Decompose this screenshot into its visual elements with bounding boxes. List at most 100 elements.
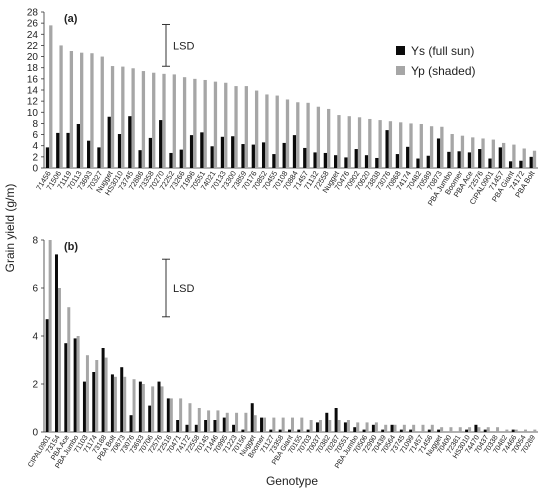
y-tick-label-a-3: 6: [32, 130, 38, 141]
bar-ys-b-45: [465, 429, 469, 432]
bar-yp-b-0: [48, 240, 52, 432]
bar-yp-b-29: [318, 420, 322, 432]
bar-ys-a-18: [231, 136, 235, 168]
bar-yp-b-34: [365, 422, 369, 432]
bar-ys-b-31: [334, 408, 338, 432]
bar-ys-a-36: [416, 158, 420, 168]
bar-yp-b-24: [272, 417, 276, 432]
y-tick-label-a-8: 16: [27, 74, 39, 85]
y-tick-label-a-7: 14: [27, 86, 39, 97]
bar-ys-a-3: [76, 123, 81, 168]
y-tick-label-a-1: 2: [32, 152, 38, 163]
bar-ys-a-37: [426, 155, 430, 168]
bar-yp-b-10: [141, 384, 145, 432]
bar-ys-a-31: [364, 155, 369, 168]
bar-yp-a-43: [491, 139, 495, 168]
bar-ys-a-46: [519, 160, 523, 168]
bar-yp-a-18: [234, 86, 238, 168]
bar-ys-a-40: [457, 151, 461, 168]
bar-ys-b-6: [101, 348, 105, 432]
bar-yp-b-25: [281, 417, 285, 432]
bar-yp-b-3: [76, 336, 80, 432]
bar-ys-b-3: [73, 338, 77, 432]
bar-yp-a-25: [306, 102, 310, 168]
bar-yp-a-47: [532, 150, 537, 168]
bar-yp-a-19: [244, 86, 248, 168]
bar-ys-a-22: [272, 154, 276, 168]
y-tick-label-a-10: 20: [27, 52, 39, 63]
bar-ys-b-25: [278, 429, 282, 432]
bar-yp-a-13: [182, 77, 187, 168]
bar-yp-a-27: [327, 108, 331, 168]
bar-ys-a-29: [344, 157, 348, 168]
bar-yp-a-14: [193, 78, 197, 168]
y-tick-label-b-2: 4: [32, 332, 38, 343]
bar-ys-a-17: [220, 136, 225, 168]
bar-ys-b-16: [194, 424, 198, 432]
bar-yp-a-20: [254, 90, 259, 168]
bar-yp-a-36: [419, 123, 423, 168]
legend-swatch-yp: [396, 66, 405, 75]
bar-yp-a-30: [357, 117, 362, 168]
bar-yp-a-8: [131, 68, 135, 168]
bar-ys-b-9: [129, 415, 133, 432]
y-tick-label-a-14: 28: [27, 8, 39, 19]
bar-ys-a-25: [303, 147, 307, 168]
bar-ys-b-17: [204, 420, 208, 432]
bar-yp-a-34: [399, 122, 403, 168]
y-tick-label-a-6: 12: [27, 97, 39, 108]
bar-yp-b-37: [393, 424, 397, 432]
bar-ys-a-30: [354, 149, 358, 168]
bar-ys-a-13: [179, 149, 183, 168]
bar-yp-b-46: [477, 427, 481, 432]
bar-yp-b-2: [67, 307, 71, 432]
bar-ys-b-34: [362, 429, 366, 432]
legend-label-yp: Yp (shaded): [411, 64, 475, 78]
bar-ys-b-18: [213, 420, 217, 432]
bar-yp-a-22: [275, 95, 279, 168]
lsd-label-b: LSD: [173, 283, 194, 295]
bar-ys-a-44: [498, 147, 502, 168]
bar-yp-a-40: [460, 135, 465, 168]
bar-yp-a-17: [224, 82, 228, 168]
bar-ys-b-42: [437, 429, 441, 432]
legend-swatch-ys: [396, 46, 405, 55]
bar-yp-b-5: [95, 360, 99, 432]
bar-yp-b-7: [113, 376, 117, 432]
bar-yp-a-2: [69, 51, 74, 168]
bar-ys-b-33: [353, 427, 357, 432]
bar-yp-a-29: [347, 116, 351, 168]
bar-yp-b-35: [374, 422, 378, 432]
y-tick-label-b-1: 2: [32, 380, 38, 391]
bar-yp-a-41: [471, 137, 475, 168]
bar-ys-a-28: [334, 155, 338, 168]
bar-yp-b-9: [132, 379, 136, 432]
bar-ys-b-24: [269, 429, 273, 432]
bar-yp-b-49: [505, 429, 509, 432]
bar-ys-a-20: [251, 144, 255, 168]
bar-ys-b-12: [157, 381, 161, 432]
bar-yp-b-12: [160, 386, 164, 432]
bar-yp-b-1: [57, 288, 61, 432]
bar-yp-b-52: [533, 429, 537, 432]
bar-yp-b-32: [346, 420, 350, 432]
bar-yp-a-31: [368, 118, 372, 168]
y-tick-label-a-12: 24: [27, 30, 39, 41]
bar-ys-a-6: [107, 116, 111, 168]
bar-ys-a-41: [467, 152, 472, 168]
bar-ys-b-11: [148, 405, 152, 432]
panel-label-b: (b): [64, 241, 78, 253]
bar-yp-b-44: [458, 427, 462, 432]
bar-ys-b-41: [427, 429, 431, 432]
bar-yp-b-13: [169, 398, 173, 432]
bar-ys-a-5: [97, 147, 101, 168]
bar-ys-a-23: [282, 142, 286, 168]
bar-ys-b-37: [390, 424, 394, 432]
bar-yp-a-26: [316, 106, 321, 168]
bar-yp-a-46: [522, 148, 526, 168]
bar-yp-b-26: [291, 417, 294, 432]
bar-yp-b-4: [85, 355, 89, 432]
bar-yp-a-32: [378, 120, 382, 168]
